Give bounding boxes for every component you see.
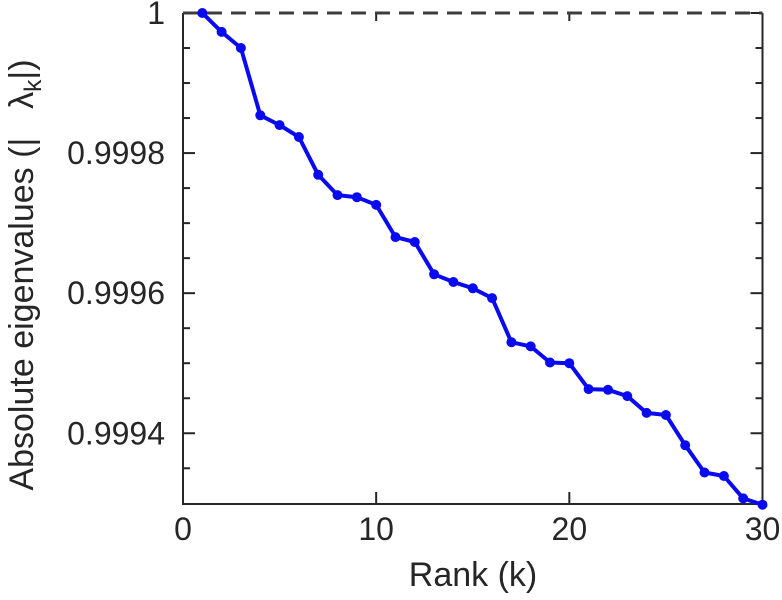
y-tick-label: 0.9996 [67, 275, 165, 311]
lambda-subscript: k [19, 79, 47, 92]
data-point-marker [487, 293, 498, 304]
data-point-marker [197, 8, 208, 18]
data-point-marker [467, 283, 478, 294]
data-point-marker [235, 43, 246, 53]
data-point-marker [313, 169, 324, 180]
x-tick-label: 0 [174, 511, 192, 547]
data-point-marker [409, 237, 420, 247]
data-point-marker [371, 199, 382, 210]
data-point-marker [738, 493, 749, 504]
data-point-marker [351, 192, 362, 203]
data-point-marker [255, 110, 266, 121]
data-point-marker [545, 357, 555, 368]
x-tick-label: 10 [358, 511, 394, 547]
x-tick-label: 20 [552, 511, 588, 547]
data-point-marker [506, 337, 517, 348]
x-axis-label: Rank (k) [408, 556, 538, 594]
y-axis-label-suffix: |) [3, 59, 41, 80]
lambda-symbol: λ [3, 91, 41, 109]
data-point-marker [448, 277, 459, 287]
data-point-marker [641, 407, 652, 418]
data-point-marker [622, 391, 633, 402]
data-point-marker [216, 26, 227, 37]
data-point-marker [564, 358, 575, 369]
y-axis-label-text: Absolute eigenvalues (| [3, 137, 41, 491]
data-point-marker [390, 232, 401, 243]
data-point-marker [332, 190, 343, 201]
data-point-marker [583, 384, 594, 395]
data-point-marker [680, 440, 691, 451]
data-point-marker [274, 120, 285, 131]
eigenvalue-series-line [200, 11, 765, 507]
data-point-marker [525, 341, 536, 352]
data-point-marker [699, 467, 710, 478]
y-tick-label: 0.9998 [67, 135, 165, 171]
y-tick-label: 0.9994 [67, 415, 165, 451]
x-tick-label: 30 [745, 511, 781, 547]
data-point-marker [429, 269, 440, 280]
data-point-marker [293, 132, 304, 142]
y-tick-label: 1 [147, 0, 165, 31]
data-point-marker [660, 410, 671, 420]
data-point-marker [603, 384, 613, 395]
data-point-marker [757, 499, 768, 510]
data-point-marker [718, 471, 729, 481]
